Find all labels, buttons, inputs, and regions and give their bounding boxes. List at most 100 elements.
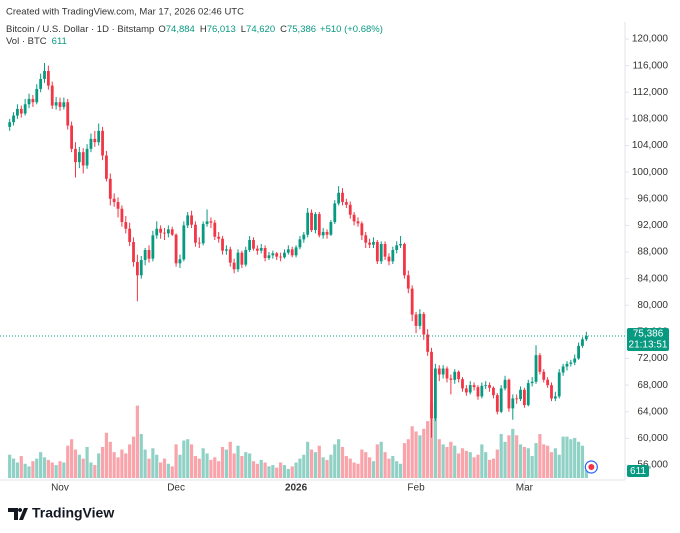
volume-bar (549, 452, 554, 478)
candle-body (124, 222, 128, 229)
candle-body (399, 244, 402, 246)
volume-bar (259, 459, 263, 478)
candle-body (135, 261, 139, 276)
volume-bar (406, 439, 410, 478)
candle-body (70, 125, 73, 149)
candle-body (383, 244, 387, 257)
y-tick-label: 72,000 (637, 353, 668, 364)
candle-body (352, 214, 356, 222)
candle-body (519, 389, 522, 400)
y-tick-label: 96,000 (637, 193, 668, 204)
candle-body (275, 253, 279, 257)
volume-bar (573, 437, 577, 478)
volume-bar (182, 440, 186, 478)
volume-bar (54, 465, 58, 478)
candle-body (573, 358, 577, 363)
volume-bar (294, 462, 298, 478)
candle-body (81, 152, 85, 166)
candle-body (259, 248, 263, 251)
volume-bar (166, 463, 170, 478)
volume-bar (468, 452, 472, 478)
candle-body (46, 70, 50, 86)
volume-bar (263, 462, 267, 478)
volume-bar (364, 452, 368, 478)
candle-body (553, 396, 557, 399)
volume-bar (112, 452, 116, 478)
volume-badge (627, 465, 649, 477)
created-note: Created with TradingView.com, Mar 17, 20… (6, 7, 244, 18)
volume-bar (143, 449, 147, 478)
candle-body (433, 368, 437, 419)
volume-bar (81, 458, 85, 478)
ohlc-value: 74,620 (246, 24, 275, 35)
legend: Bitcoin / U.S. Dollar · 1D · Bitstamp O74… (6, 24, 383, 47)
candle-body (418, 313, 422, 326)
candle-body (329, 222, 333, 235)
candle-body (190, 215, 193, 225)
y-tick-label: 80,000 (637, 300, 668, 311)
candle-body (515, 398, 519, 400)
candle-body (507, 379, 511, 409)
volume-bar (569, 439, 573, 478)
candle-body (344, 202, 348, 205)
y-tick-label: 120,000 (632, 34, 669, 45)
candle-body (480, 385, 484, 397)
candle-body (112, 198, 116, 203)
volume-bar (503, 441, 507, 478)
volume-bar (410, 426, 414, 478)
volume-bar (375, 444, 379, 478)
volume-bar (139, 434, 143, 478)
candle-body (248, 240, 252, 251)
candle-body (468, 385, 472, 393)
volume-bar (69, 439, 74, 478)
volume-bar (77, 454, 81, 478)
candle-body (155, 228, 159, 236)
volume-bar (379, 441, 383, 478)
volume-bar (302, 454, 306, 478)
volume-bar (240, 456, 244, 478)
volume-bar (251, 461, 256, 478)
y-tick-label: 88,000 (637, 247, 668, 258)
candle-body (538, 355, 542, 372)
volume-bar (387, 458, 391, 478)
candle-body (584, 335, 588, 340)
volume-bar (244, 452, 248, 478)
volume-bar (236, 445, 240, 478)
volume-bar (35, 458, 39, 478)
candle-body (105, 155, 108, 179)
volume-bar (116, 457, 120, 478)
volume-bar (530, 456, 534, 478)
volume-bar (213, 457, 217, 478)
volume-bar (306, 441, 310, 478)
volume-bar (197, 458, 201, 478)
volume-bar (484, 452, 488, 478)
volume-bar (232, 453, 236, 478)
volume-bar (515, 435, 519, 478)
volume-bar (329, 454, 333, 478)
candle-body (364, 235, 368, 243)
y-tick-label: 104,000 (632, 140, 669, 151)
candle-body (132, 242, 135, 262)
volume-value: 611 (52, 36, 67, 47)
candle-body (310, 212, 313, 231)
candle-body (430, 351, 433, 419)
candle-body (294, 247, 298, 256)
volume-bar (422, 428, 426, 478)
candle-body (62, 102, 66, 107)
candle-body (372, 242, 375, 245)
volume-bar (333, 444, 337, 478)
candle-body (163, 232, 166, 234)
candle-body (255, 248, 259, 251)
candle-body (93, 138, 97, 143)
candle-body (484, 385, 488, 386)
y-tick-label: 56,000 (637, 460, 668, 471)
volume-bar (189, 444, 194, 478)
candle-body (534, 355, 538, 382)
candle-body (43, 70, 46, 79)
candle-body (360, 223, 364, 236)
candle-body (445, 368, 449, 379)
candle-body (306, 212, 310, 235)
candle-body (263, 248, 267, 258)
volume-bar (402, 443, 407, 478)
volume-bar (356, 463, 360, 478)
